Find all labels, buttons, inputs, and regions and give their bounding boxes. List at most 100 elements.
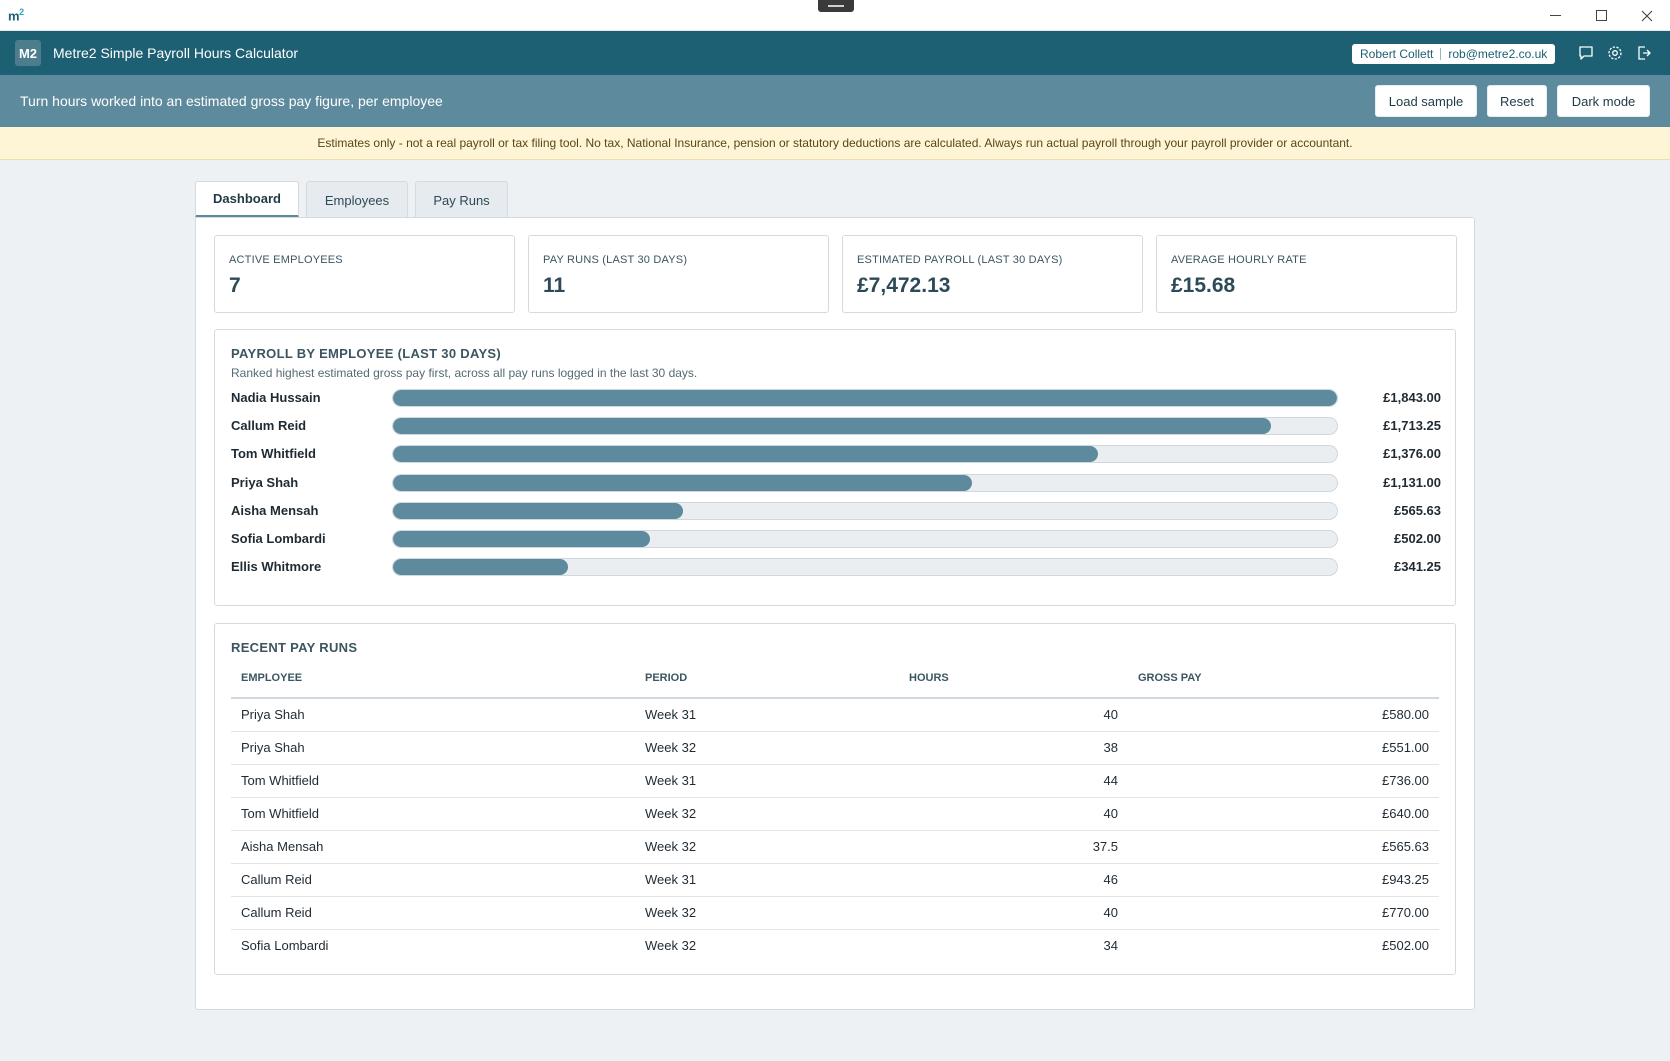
cell-gross-pay: £502.00 bbox=[1382, 938, 1429, 954]
logout-button[interactable] bbox=[1636, 45, 1652, 61]
close-icon bbox=[1641, 10, 1653, 21]
bar-row: Priya Shah £1,131.00 bbox=[231, 473, 1441, 493]
tab-employees[interactable]: Employees bbox=[306, 181, 408, 218]
gear-icon bbox=[1608, 46, 1622, 60]
recent-pay-runs-table: EMPLOYEE PERIOD HOURS GROSS PAY Priya Sh… bbox=[231, 672, 1439, 962]
user-account-pill[interactable]: Robert Collett rob@metre2.co.uk bbox=[1352, 44, 1556, 64]
cell-hours: 46 bbox=[899, 863, 1128, 897]
cell-gross-pay: £551.00 bbox=[1128, 731, 1439, 765]
column-header-employee[interactable]: EMPLOYEE bbox=[231, 672, 635, 699]
stat-card-active-employees: ACTIVE EMPLOYEES 7 bbox=[214, 235, 515, 313]
cell-period: Week 31 bbox=[635, 863, 899, 897]
payroll-by-employee-card: PAYROLL BY EMPLOYEE (LAST 30 DAYS) Ranke… bbox=[214, 329, 1456, 606]
load-sample-button[interactable]: Load sample bbox=[1375, 85, 1477, 117]
cell-period: Week 31 bbox=[635, 698, 899, 732]
bar-track bbox=[392, 530, 1338, 548]
stat-value: 7 bbox=[229, 274, 241, 297]
drag-handle[interactable] bbox=[818, 0, 854, 12]
bar-label: Tom Whitfield bbox=[231, 446, 316, 462]
bar-value-label: £1,131.00 bbox=[1383, 474, 1441, 490]
column-header-gross-pay[interactable]: GROSS PAY bbox=[1128, 672, 1439, 699]
column-header-period[interactable]: PERIOD bbox=[635, 672, 899, 699]
cell-employee: Tom Whitfield bbox=[231, 797, 635, 831]
dark-mode-button[interactable]: Dark mode bbox=[1557, 85, 1650, 117]
stat-label: ACTIVE EMPLOYEES bbox=[229, 254, 343, 266]
table-body: Priya Shah Week 31 40 £580.00 Priya Shah Week… bbox=[231, 698, 1439, 962]
bar-value-label: £1,843.00 bbox=[1383, 390, 1441, 405]
reset-button[interactable]: Reset bbox=[1487, 85, 1547, 117]
bar-row: Aisha Mensah £565.63 bbox=[231, 501, 1441, 521]
bar-value-label: £341.25 bbox=[1394, 559, 1441, 575]
cell-employee: Priya Shah bbox=[231, 698, 635, 732]
stat-label: AVERAGE HOURLY RATE bbox=[1171, 254, 1307, 266]
table-header-row: EMPLOYEE PERIOD HOURS GROSS PAY bbox=[231, 672, 1439, 699]
bar-row: Ellis Whitmore £341.25 bbox=[231, 557, 1441, 577]
bar-track bbox=[392, 417, 1338, 436]
cell-hours: 40 bbox=[899, 698, 1128, 732]
table-row[interactable]: Callum Reid Week 32 40 £770.00 bbox=[231, 896, 1439, 930]
cell-hours: 38 bbox=[899, 731, 1128, 765]
bar bbox=[393, 418, 1271, 435]
app-icon: m2 bbox=[8, 7, 24, 23]
cell-employee: Callum Reid bbox=[231, 896, 635, 930]
cell-hours: 34 bbox=[1103, 938, 1118, 954]
cell-gross-pay: £565.63 bbox=[1128, 830, 1439, 864]
bar-row: Nadia Hussain £1,843.00 bbox=[231, 388, 1441, 408]
tab-dashboard[interactable]: Dashboard bbox=[195, 181, 299, 218]
user-email: rob@metre2.co.uk bbox=[1448, 47, 1548, 61]
bar-value-label: £502.00 bbox=[1394, 531, 1441, 546]
disclaimer-banner: Estimates only - not a real payroll or t… bbox=[0, 127, 1670, 160]
user-name: Robert Collett bbox=[1360, 47, 1434, 61]
cell-gross-pay: £943.25 bbox=[1128, 863, 1439, 897]
tab-pay-runs[interactable]: Pay Runs bbox=[415, 181, 508, 218]
subheader: Turn hours worked into an estimated gros… bbox=[0, 75, 1670, 127]
card-subtitle: Ranked highest estimated gross pay first… bbox=[231, 366, 698, 380]
table-row[interactable]: Callum Reid Week 31 46 £943.25 bbox=[231, 863, 1439, 897]
bar-label: Nadia Hussain bbox=[231, 390, 321, 405]
bar-label: Aisha Mensah bbox=[231, 502, 319, 518]
close-window-button[interactable] bbox=[1624, 0, 1670, 31]
table-row[interactable]: Tom Whitfield Week 32 40 £640.00 bbox=[231, 797, 1439, 831]
cell-period: Week 32 bbox=[635, 797, 899, 831]
column-header-hours[interactable]: HOURS bbox=[899, 672, 1128, 699]
stat-card-estimated-payroll: ESTIMATED PAYROLL (LAST 30 DAYS) £7,472.… bbox=[842, 235, 1143, 313]
dashboard-panel: ACTIVE EMPLOYEES 7 PAY RUNS (LAST 30 DAY… bbox=[195, 217, 1475, 1010]
stat-card-average-hourly-rate: AVERAGE HOURLY RATE £15.68 bbox=[1156, 235, 1457, 313]
cell-gross-pay: £770.00 bbox=[1128, 896, 1439, 930]
bar-track bbox=[392, 501, 1338, 520]
table-row[interactable]: Sofia Lombardi Week 32 34 £502.00 bbox=[231, 929, 1439, 962]
minimize-button[interactable] bbox=[1532, 0, 1578, 31]
bar-track bbox=[392, 558, 1338, 577]
app-glyph-sup: 2 bbox=[19, 7, 24, 17]
cell-employee: Tom Whitfield bbox=[231, 764, 635, 798]
bar-row: Tom Whitfield £1,376.00 bbox=[231, 444, 1441, 464]
recent-pay-runs-card: RECENT PAY RUNS EMPLOYEE PERIOD HOURS GR… bbox=[214, 623, 1456, 975]
settings-button[interactable] bbox=[1607, 45, 1623, 61]
cell-gross-pay: £736.00 bbox=[1128, 764, 1439, 798]
cell-employee: Priya Shah bbox=[231, 731, 635, 765]
cell-period: Week 32 bbox=[635, 731, 899, 765]
app-glyph-letter: m bbox=[8, 8, 20, 24]
card-title: PAYROLL BY EMPLOYEE (LAST 30 DAYS) bbox=[231, 346, 502, 361]
feedback-button[interactable] bbox=[1578, 45, 1594, 61]
bar bbox=[393, 390, 1337, 406]
cell-period: Week 32 bbox=[645, 938, 697, 954]
tagline: Turn hours worked into an estimated gros… bbox=[20, 93, 443, 109]
maximize-button[interactable] bbox=[1578, 0, 1624, 31]
table-row[interactable]: Priya Shah Week 32 38 £551.00 bbox=[231, 731, 1439, 765]
cell-period: Week 31 bbox=[635, 764, 899, 798]
bar-track bbox=[392, 445, 1338, 464]
app-logo: M2 bbox=[15, 40, 41, 66]
bar bbox=[393, 559, 568, 576]
bar-label: Sofia Lombardi bbox=[231, 531, 326, 546]
divider bbox=[1440, 48, 1442, 60]
table-row[interactable]: Aisha Mensah Week 32 37.5 £565.63 bbox=[231, 830, 1439, 864]
cell-hours: 40 bbox=[899, 896, 1128, 930]
bar bbox=[393, 474, 973, 491]
stat-value: £7,472.13 bbox=[857, 274, 951, 297]
tab-bar: Dashboard Employees Pay Runs bbox=[195, 181, 515, 218]
bar bbox=[393, 446, 1098, 463]
table-row[interactable]: Priya Shah Week 31 40 £580.00 bbox=[231, 698, 1439, 732]
minimize-icon bbox=[1549, 15, 1561, 16]
table-row[interactable]: Tom Whitfield Week 31 44 £736.00 bbox=[231, 764, 1439, 798]
